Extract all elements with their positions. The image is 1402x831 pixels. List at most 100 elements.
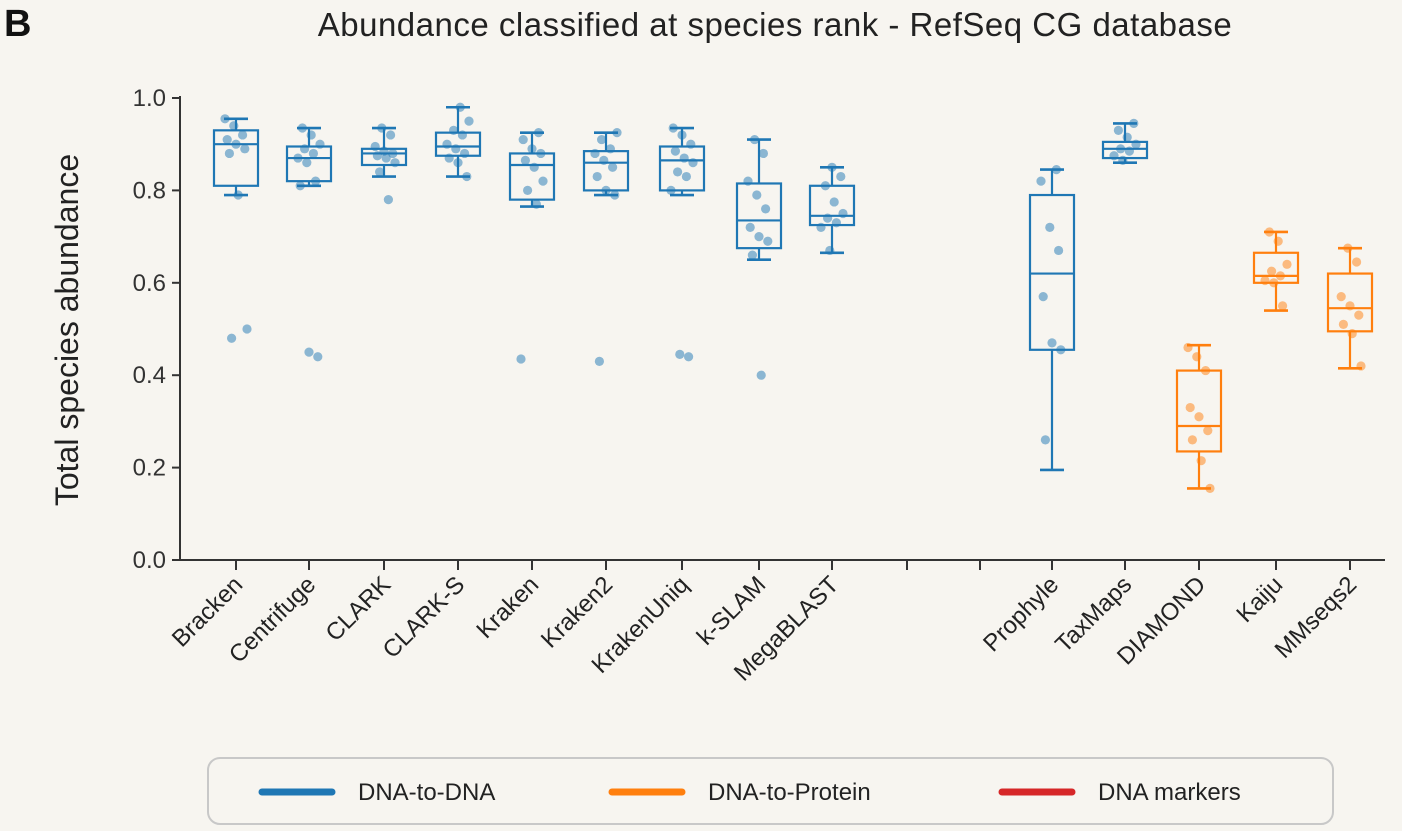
legend-item-dna-markers: DNA markers xyxy=(998,779,1241,806)
data-point xyxy=(1264,227,1274,237)
chart-title: Abundance classified at species rank - R… xyxy=(318,6,1233,43)
data-point xyxy=(599,155,609,165)
data-point xyxy=(838,208,848,219)
data-point xyxy=(304,347,314,357)
data-point xyxy=(295,181,305,191)
box-iqr xyxy=(808,184,856,227)
data-point xyxy=(462,171,472,182)
data-point xyxy=(224,148,234,159)
legend-item-dna-to-protein: DNA-to-Protein xyxy=(608,779,871,806)
box-iqr xyxy=(1252,251,1300,284)
boxplot-centrifuge xyxy=(285,123,333,362)
box-iqr xyxy=(1175,369,1223,453)
data-point xyxy=(1192,352,1202,362)
data-point xyxy=(231,139,241,149)
data-point xyxy=(597,134,607,145)
boxplot-taxmaps xyxy=(1101,118,1149,165)
y-tick-label: 0.4 xyxy=(133,362,166,389)
data-point xyxy=(233,190,243,200)
data-point xyxy=(1275,271,1285,281)
data-point xyxy=(610,190,620,200)
data-point xyxy=(297,123,307,133)
data-point xyxy=(1347,329,1357,339)
data-point xyxy=(1267,266,1277,276)
x-tick-label: CLARK xyxy=(321,571,397,647)
boxplot-prophyle xyxy=(1028,165,1076,472)
data-point xyxy=(451,144,461,154)
box-iqr xyxy=(658,145,706,192)
data-point xyxy=(1118,155,1128,165)
data-point xyxy=(1131,139,1141,149)
data-point xyxy=(1343,243,1353,253)
data-point xyxy=(1273,236,1283,246)
data-point xyxy=(531,199,542,209)
data-point xyxy=(460,148,470,159)
data-point xyxy=(238,130,248,140)
y-axis-label: Total species abundance xyxy=(49,154,85,506)
data-point xyxy=(457,130,467,140)
data-point xyxy=(1187,435,1197,445)
boxplots xyxy=(212,102,1374,493)
data-point xyxy=(300,144,310,154)
data-point xyxy=(516,354,526,364)
data-point xyxy=(315,139,325,149)
data-point xyxy=(1056,345,1066,355)
data-point xyxy=(455,102,465,112)
data-point xyxy=(518,134,528,145)
data-point xyxy=(527,144,537,154)
y-tick-label: 0.0 xyxy=(133,547,166,574)
legend-label: DNA markers xyxy=(1098,779,1241,806)
data-point xyxy=(375,167,385,177)
data-point xyxy=(670,146,681,156)
data-point xyxy=(1045,222,1055,232)
boxplot-diamond xyxy=(1175,342,1223,493)
data-point xyxy=(370,141,380,152)
data-point xyxy=(242,324,252,334)
panel-letter: B xyxy=(4,3,31,45)
data-point xyxy=(449,125,459,135)
data-point xyxy=(1282,259,1292,269)
data-point xyxy=(1124,146,1134,156)
data-point xyxy=(829,197,839,207)
boxplot-mmseqs2 xyxy=(1326,243,1374,371)
data-point xyxy=(1356,361,1366,371)
boxplot-megablast xyxy=(808,162,856,256)
box-iqr xyxy=(285,145,333,183)
data-point xyxy=(831,218,842,228)
boxplot-clark xyxy=(360,123,408,205)
data-point xyxy=(1194,412,1204,422)
y-tick-label: 0.8 xyxy=(133,177,166,204)
data-point xyxy=(681,171,692,182)
boxplot-kaiju xyxy=(1252,227,1300,312)
data-point xyxy=(1345,301,1355,311)
box-iqr xyxy=(1028,193,1076,351)
data-point xyxy=(534,128,544,138)
data-point xyxy=(754,232,764,242)
data-point xyxy=(302,158,312,168)
data-point xyxy=(825,245,835,256)
data-point xyxy=(220,114,230,124)
data-point xyxy=(313,352,323,362)
data-point xyxy=(688,158,698,168)
data-point xyxy=(836,171,846,182)
data-point xyxy=(529,162,539,172)
data-point xyxy=(1260,275,1270,286)
data-point xyxy=(1338,319,1348,329)
legend: DNA-to-DNA DNA-to-Protein DNA markers xyxy=(207,757,1334,825)
boxplot-kraken2 xyxy=(582,128,630,366)
data-point xyxy=(686,139,696,149)
x-tick-label: CLARK-S xyxy=(378,571,471,664)
legend-frame xyxy=(207,757,1334,825)
legend-label: DNA-to-Protein xyxy=(708,779,871,806)
y-tick-label: 0.6 xyxy=(133,270,166,297)
data-point xyxy=(453,158,463,168)
data-point xyxy=(666,185,676,195)
data-point xyxy=(1109,151,1119,161)
data-point xyxy=(388,148,398,159)
data-point xyxy=(668,123,678,133)
data-point xyxy=(608,162,618,172)
data-point xyxy=(523,185,533,195)
data-point xyxy=(1183,342,1193,353)
